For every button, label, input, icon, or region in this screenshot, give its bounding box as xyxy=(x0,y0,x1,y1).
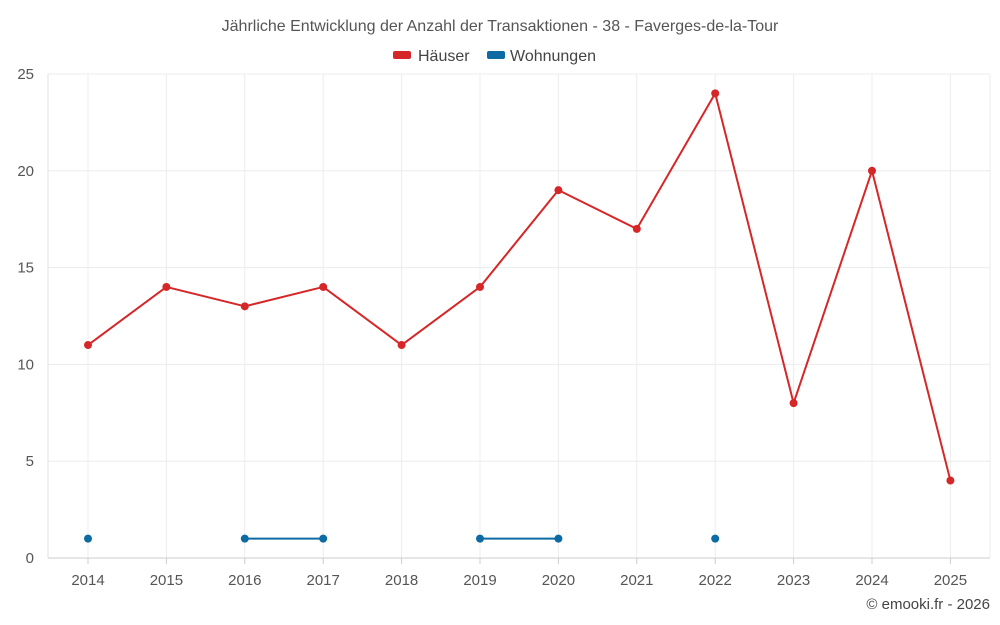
data-point-haeuser xyxy=(319,282,328,291)
x-tick-label: 2019 xyxy=(463,572,496,589)
legend-swatch-wohnungen xyxy=(487,51,505,59)
data-point-haeuser xyxy=(632,224,641,233)
x-tick-label: 2021 xyxy=(620,572,653,589)
legend: Häuser Wohnungen xyxy=(393,48,596,65)
data-point-haeuser xyxy=(711,89,720,98)
y-tick-label: 25 xyxy=(17,66,34,83)
legend-label-wohnungen: Wohnungen xyxy=(510,48,596,65)
chart-title: Jährliche Entwicklung der Anzahl der Tra… xyxy=(222,18,779,35)
data-point-wohnungen xyxy=(240,534,249,543)
data-point-haeuser xyxy=(789,399,798,408)
data-point-wohnungen xyxy=(711,534,720,543)
x-tick-label: 2015 xyxy=(150,572,183,589)
series-line-haeuser xyxy=(87,92,952,481)
data-point-haeuser xyxy=(240,302,249,311)
x-tick-label: 2025 xyxy=(934,572,967,589)
data-point-wohnungen xyxy=(476,534,484,543)
y-tick-label: 0 xyxy=(26,550,34,567)
x-tick-label: 2014 xyxy=(71,572,104,589)
y-tick-label: 10 xyxy=(17,356,34,373)
data-point-haeuser xyxy=(554,186,563,195)
y-tick-label: 15 xyxy=(17,260,34,277)
x-tick-label: 2018 xyxy=(385,572,418,589)
grid xyxy=(48,73,990,558)
x-tick-label: 2023 xyxy=(777,572,810,589)
x-tick-label: 2024 xyxy=(855,572,888,589)
data-point-haeuser xyxy=(397,341,406,350)
data-point-wohnungen xyxy=(554,534,563,543)
credit-text: © emooki.fr - 2026 xyxy=(866,596,990,613)
legend-label-haeuser: Häuser xyxy=(418,48,470,65)
data-point-wohnungen xyxy=(319,534,328,543)
x-tick-label: 2017 xyxy=(307,572,340,589)
y-tick-label: 5 xyxy=(26,453,34,470)
series-layer xyxy=(84,89,955,543)
legend-swatch-haeuser xyxy=(393,51,411,59)
x-tick-label: 2016 xyxy=(228,572,261,589)
x-tick-label: 2020 xyxy=(542,572,575,589)
data-point-wohnungen xyxy=(84,534,92,543)
x-tick-label: 2022 xyxy=(699,572,732,589)
data-point-haeuser xyxy=(84,341,92,350)
y-tick-label: 20 xyxy=(17,163,34,180)
data-point-haeuser xyxy=(946,476,955,485)
data-point-haeuser xyxy=(868,166,876,175)
data-point-haeuser xyxy=(162,282,171,291)
data-point-haeuser xyxy=(476,282,484,291)
